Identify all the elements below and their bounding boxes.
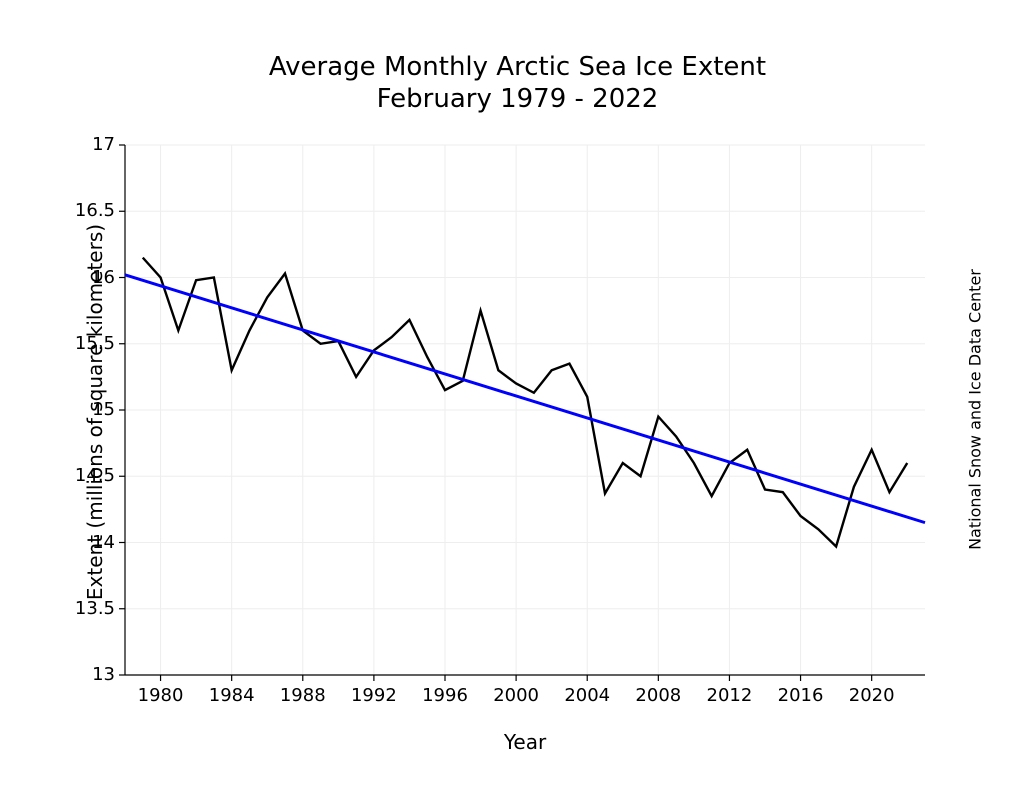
x-tick-label: 2004 bbox=[557, 685, 617, 706]
x-tick-label: 2020 bbox=[842, 685, 902, 706]
y-tick-label: 17 bbox=[92, 134, 115, 155]
x-tick-label: 1984 bbox=[202, 685, 262, 706]
x-tick-label: 1988 bbox=[273, 685, 333, 706]
plot-area bbox=[0, 0, 1035, 800]
x-tick-label: 1980 bbox=[131, 685, 191, 706]
x-tick-label: 1996 bbox=[415, 685, 475, 706]
data-series-line bbox=[143, 258, 907, 547]
x-axis-label: Year bbox=[125, 730, 925, 754]
x-tick-label: 2008 bbox=[628, 685, 688, 706]
y-axis-label: Extent (millions of square kilometers) bbox=[83, 212, 107, 612]
chart-canvas: Average Monthly Arctic Sea Ice Extent Fe… bbox=[0, 0, 1035, 800]
x-tick-label: 2012 bbox=[699, 685, 759, 706]
source-credit: National Snow and Ice Data Center bbox=[966, 250, 985, 570]
x-tick-label: 2000 bbox=[486, 685, 546, 706]
y-tick-label: 13 bbox=[92, 664, 115, 685]
x-tick-label: 2016 bbox=[771, 685, 831, 706]
x-tick-label: 1992 bbox=[344, 685, 404, 706]
trend-line bbox=[125, 275, 925, 523]
